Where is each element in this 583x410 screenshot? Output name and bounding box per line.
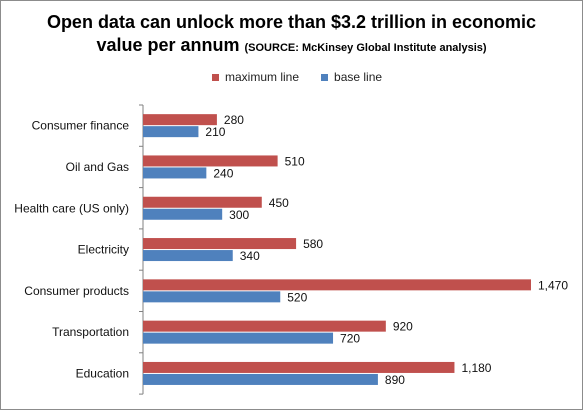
category-label: Consumer products xyxy=(24,284,129,298)
source-note: (SOURCE: McKinsey Global Institute analy… xyxy=(244,42,487,54)
bar-base xyxy=(143,126,199,138)
value-label-maximum: 1,470 xyxy=(538,278,568,292)
bar-base xyxy=(143,167,207,179)
value-label-maximum: 580 xyxy=(303,237,323,251)
legend-label-maximum: maximum line xyxy=(225,70,300,84)
value-label-base: 890 xyxy=(385,373,405,387)
value-label-maximum: 920 xyxy=(393,320,413,334)
title-line-2-text: value per annum xyxy=(96,35,240,55)
value-label-base: 300 xyxy=(229,208,249,222)
value-label-maximum: 510 xyxy=(285,154,305,168)
category-label: Transportation xyxy=(52,325,129,339)
title-line-1: Open data can unlock more than $3.2 tril… xyxy=(46,12,537,32)
bar-maximum xyxy=(143,361,455,373)
value-label-base: 240 xyxy=(213,166,233,180)
value-label-maximum: 450 xyxy=(269,196,289,210)
legend-item-base: base line xyxy=(321,70,382,84)
value-label-maximum: 280 xyxy=(224,113,244,127)
chart-title: Open data can unlock more than $3.2 tril… xyxy=(0,11,583,60)
legend-swatch-maximum xyxy=(212,73,219,81)
bar-maximum xyxy=(143,114,217,126)
title-line-2: value per annum (SOURCE: McKinsey Global… xyxy=(0,34,583,60)
value-label-maximum: 1,180 xyxy=(461,361,491,375)
value-label-base: 210 xyxy=(205,125,225,139)
value-label-base: 520 xyxy=(287,290,307,304)
bar-base xyxy=(143,208,223,220)
bar-base xyxy=(143,373,378,385)
bar-base xyxy=(143,250,233,262)
legend: maximum line base line xyxy=(212,70,404,84)
bar-maximum xyxy=(143,320,386,332)
value-label-base: 720 xyxy=(340,332,360,346)
category-label: Oil and Gas xyxy=(66,160,129,174)
legend-swatch-base xyxy=(321,73,329,81)
bar-maximum xyxy=(143,279,531,291)
bar-maximum xyxy=(143,196,262,208)
category-label: Electricity xyxy=(78,243,129,257)
category-label: Consumer finance xyxy=(32,119,130,133)
legend-item-maximum: maximum line xyxy=(212,70,299,84)
value-label-base: 340 xyxy=(240,249,260,263)
category-label: Health care (US only) xyxy=(14,201,129,215)
legend-label-base: base line xyxy=(334,70,383,84)
bar-maximum xyxy=(143,238,297,250)
bar-maximum xyxy=(143,155,278,167)
bar-base xyxy=(143,332,334,344)
bar-base xyxy=(143,291,281,303)
category-label: Education xyxy=(76,366,129,380)
